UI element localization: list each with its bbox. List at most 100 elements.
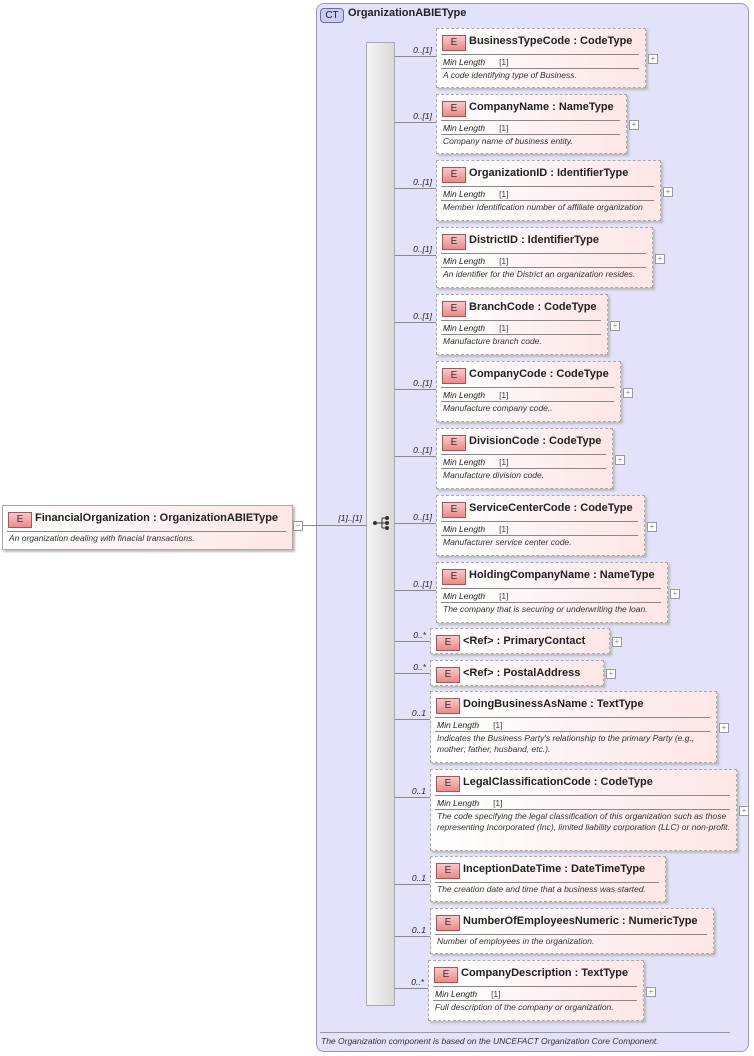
- expand-toggle[interactable]: +: [719, 723, 729, 733]
- element-box[interactable]: E NumberOfEmployeesNumeric : NumericType…: [430, 908, 714, 954]
- element-multiplicity: 0..[1]: [413, 177, 432, 187]
- element-box[interactable]: E InceptionDateTime : DateTimeType The cr…: [430, 856, 666, 902]
- element-badge: E: [442, 234, 466, 250]
- connector: [395, 122, 436, 123]
- connector: [395, 797, 430, 798]
- element-multiplicity: 0..[1]: [413, 445, 432, 455]
- element-doc: Member Identification number of affiliat…: [443, 202, 643, 212]
- collapse-toggle[interactable]: −: [293, 521, 303, 531]
- element-title: ServiceCenterCode : CodeType: [469, 502, 633, 514]
- facet-min-length: Min Length [1]: [443, 591, 509, 601]
- sequence-bar: [366, 42, 395, 1006]
- element-doc: The code specifying the legal classifica…: [437, 811, 730, 832]
- element-box[interactable]: E ServiceCenterCode : CodeType Min Length…: [436, 495, 645, 556]
- root-multiplicity: [1]..[1]: [338, 513, 362, 523]
- facet-min-length: Min Length [1]: [443, 524, 509, 534]
- element-multiplicity: 0..*: [411, 977, 424, 987]
- expand-toggle[interactable]: +: [629, 120, 639, 130]
- element-doc: Number of employees in the organization.: [437, 936, 595, 946]
- element-title: NumberOfEmployeesNumeric : NumericType: [463, 915, 698, 927]
- element-doc: An identifier for the District an organi…: [443, 269, 636, 279]
- element-multiplicity: 0..1: [411, 925, 426, 935]
- element-multiplicity: 0..[1]: [413, 512, 432, 522]
- element-doc: Manufacturer service center code.: [443, 537, 572, 547]
- expand-toggle[interactable]: +: [739, 806, 749, 816]
- expand-toggle[interactable]: +: [663, 186, 673, 197]
- element-title: BranchCode : CodeType: [469, 301, 597, 313]
- element-badge: E: [8, 512, 32, 528]
- element-doc: Manufacture branch code.: [443, 336, 542, 346]
- expand-toggle[interactable]: +: [646, 986, 656, 997]
- element-box[interactable]: E LegalClassificationCode : CodeType Min …: [430, 769, 737, 851]
- element-box[interactable]: E BranchCode : CodeType Min Length [1] Manu…: [436, 294, 608, 355]
- element-title: DistrictID : IdentifierType: [469, 234, 599, 246]
- element-box[interactable]: E HoldingCompanyName : NameType Min Lengt…: [436, 562, 668, 623]
- facet-min-length: Min Length [1]: [443, 123, 509, 133]
- connector: [303, 525, 366, 526]
- expand-toggle[interactable]: +: [610, 320, 620, 331]
- element-badge: E: [436, 863, 460, 879]
- element-multiplicity: 0..1: [411, 708, 426, 718]
- element-multiplicity: 0..[1]: [413, 311, 432, 321]
- divider: [320, 1032, 730, 1033]
- connector: [395, 255, 436, 256]
- facet-min-length: Min Length [1]: [443, 390, 509, 400]
- connector: [395, 389, 436, 390]
- facet-min-length: Min Length [1]: [443, 189, 509, 199]
- expand-toggle[interactable]: +: [647, 521, 657, 532]
- facet-min-length: Min Length [1]: [443, 57, 509, 67]
- element-title: <Ref> : PrimaryContact: [463, 635, 586, 647]
- element-multiplicity: 0..1: [411, 786, 426, 796]
- element-title: CompanyCode : CodeType: [469, 368, 609, 380]
- expand-toggle[interactable]: +: [612, 637, 622, 647]
- element-box[interactable]: E <Ref> : PostalAddress: [430, 660, 604, 686]
- connector: [395, 936, 430, 937]
- element-box[interactable]: E OrganizationID : IdentifierType Min Len…: [436, 160, 661, 221]
- root-element-title: FinancialOrganization : OrganizationABIE…: [35, 512, 279, 524]
- sequence-icon[interactable]: [372, 515, 392, 531]
- expand-toggle[interactable]: +: [623, 387, 633, 398]
- element-doc: Indicates the Business Party's relations…: [437, 733, 695, 754]
- element-title: CompanyName : NameType: [469, 101, 614, 113]
- element-badge: E: [442, 35, 466, 51]
- element-title: InceptionDateTime : DateTimeType: [463, 863, 646, 875]
- element-doc: Full description of the company or organ…: [435, 1002, 614, 1012]
- expand-toggle[interactable]: +: [655, 253, 665, 264]
- root-element-box[interactable]: E FinancialOrganization : OrganizationAB…: [2, 505, 293, 550]
- complex-type-badge: CT: [320, 8, 344, 23]
- element-badge: E: [442, 435, 466, 451]
- connector: [395, 673, 430, 674]
- element-title: CompanyDescription : TextType: [461, 967, 629, 979]
- expand-toggle[interactable]: +: [648, 54, 658, 64]
- expand-toggle[interactable]: +: [615, 454, 625, 465]
- element-box[interactable]: E BusinessTypeCode : CodeType Min Length[…: [436, 28, 646, 88]
- element-multiplicity: 0..[1]: [413, 378, 432, 388]
- element-title: <Ref> : PostalAddress: [463, 667, 581, 679]
- element-doc: Manufacture company code..: [443, 403, 553, 413]
- connector: [395, 322, 436, 323]
- element-box[interactable]: E DoingBusinessAsName : TextType Min Leng…: [430, 691, 717, 763]
- element-box[interactable]: E DistrictID : IdentifierType Min Length[…: [436, 227, 653, 288]
- element-badge: E: [442, 101, 466, 117]
- connector: [395, 988, 428, 989]
- element-multiplicity: 0..[1]: [413, 45, 432, 55]
- element-badge: E: [436, 667, 460, 683]
- element-box[interactable]: E <Ref> : PrimaryContact: [430, 628, 610, 654]
- element-badge: E: [442, 502, 466, 518]
- element-box[interactable]: E CompanyDescription : TextType Min Lengt…: [428, 960, 644, 1021]
- element-badge: E: [442, 569, 466, 585]
- expand-toggle[interactable]: +: [606, 669, 616, 679]
- element-doc: The company that is securing or underwri…: [443, 604, 648, 614]
- element-box[interactable]: E DivisionCode : CodeType Min Length [1] Ma…: [436, 428, 613, 489]
- connector: [395, 188, 436, 189]
- complex-type-title: OrganizationABIEType: [348, 7, 467, 19]
- element-box[interactable]: E CompanyName : NameType Min Length [1] Com…: [436, 94, 627, 154]
- connector: [395, 56, 436, 57]
- element-title: LegalClassificationCode : CodeType: [463, 776, 653, 788]
- element-box[interactable]: E CompanyCode : CodeType Min Length [1] Man…: [436, 361, 621, 422]
- element-badge: E: [442, 368, 466, 384]
- element-title: HoldingCompanyName : NameType: [469, 569, 655, 581]
- expand-toggle[interactable]: +: [670, 588, 680, 599]
- connector: [395, 719, 430, 720]
- connector: [395, 884, 430, 885]
